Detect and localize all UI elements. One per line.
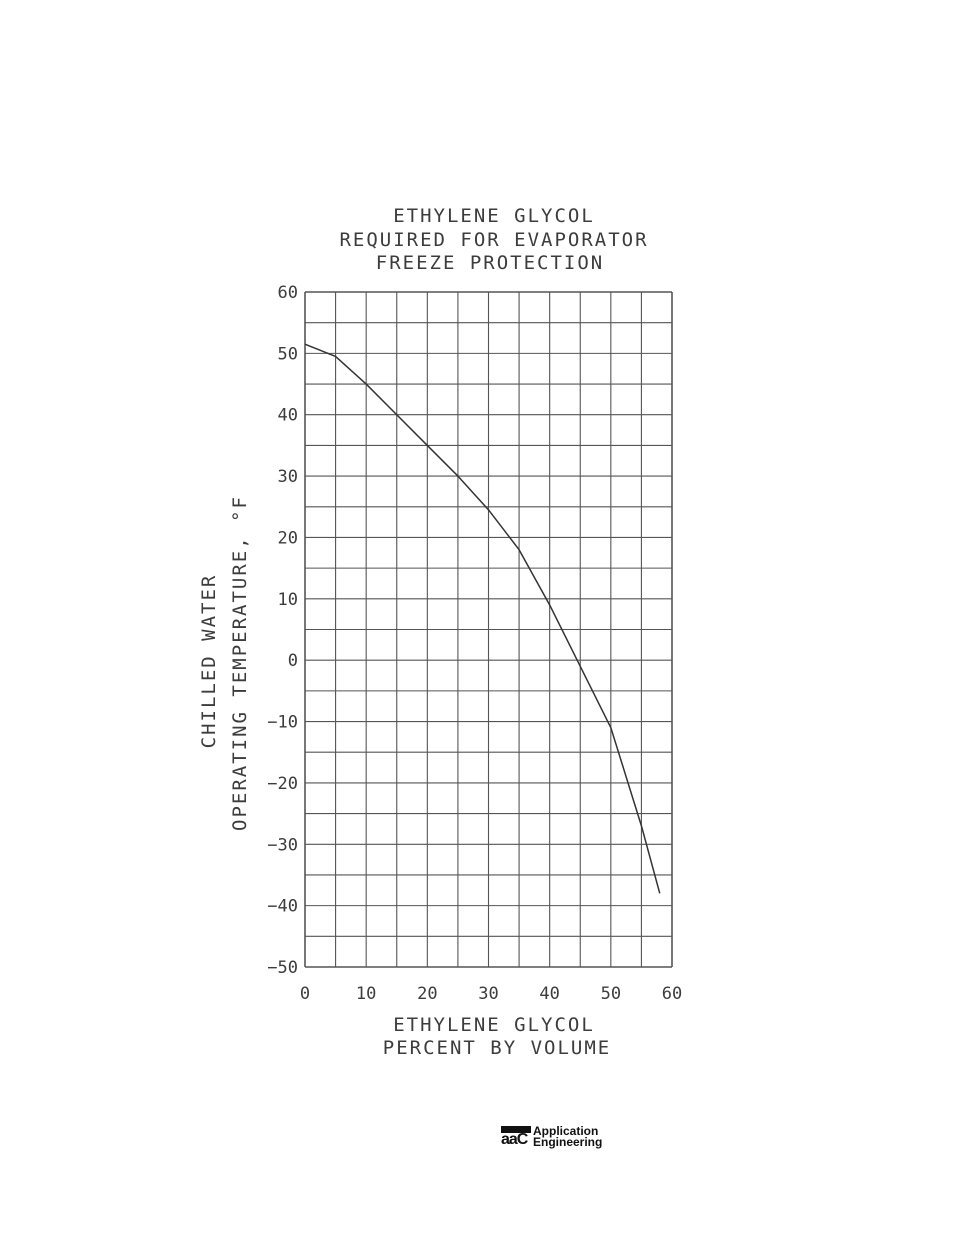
aec-logo-icon: aaC [501,1126,531,1148]
x-axis-label-line-2: PERCENT BY VOLUME [383,1037,611,1059]
x-tick-labels: 0 10 20 30 40 50 60 [300,984,682,1004]
x-tick-label: 60 [662,984,682,1004]
y-tick-label: −10 [267,713,298,733]
y-tick-label: 20 [278,528,298,548]
chart-title-line-3: FREEZE PROTECTION [376,252,604,274]
x-tick-label: 50 [601,984,621,1004]
logo-bar [501,1126,531,1133]
y-tick-label: 60 [278,283,298,303]
y-tick-label: −30 [267,835,298,855]
y-tick-label: −20 [267,774,298,794]
y-tick-label: −50 [267,958,298,978]
y-axis-label-line-2: OPERATING TEMPERATURE, °F [229,495,251,831]
y-tick-label: −40 [267,897,298,917]
chart-title-line-2: REQUIRED FOR EVAPORATOR [339,229,648,251]
chart-title-line-1: ETHYLENE GLYCOL [393,205,595,227]
y-tick-label: 40 [278,406,298,426]
x-axis-label: ETHYLENE GLYCOL PERCENT BY VOLUME [383,1014,611,1059]
chart-title: ETHYLENE GLYCOL REQUIRED FOR EVAPORATOR … [339,205,648,274]
y-axis-label-line-1: CHILLED WATER [198,574,220,749]
logo-text-line-1: Application [533,1124,599,1138]
application-engineering-logo: aaC Application Engineering [501,1124,603,1149]
x-tick-label: 10 [356,984,376,1004]
x-tick-label: 0 [300,984,310,1004]
x-tick-label: 40 [539,984,559,1004]
y-axis-label: CHILLED WATER OPERATING TEMPERATURE, °F [198,495,251,831]
glycol-curve [304,343,661,894]
logo-mark-letters: aaC [501,1131,528,1148]
series-lines [304,343,661,894]
y-tick-label: 10 [278,590,298,610]
y-tick-labels: 60 50 40 30 20 10 0 −10 −20 −30 −40 −50 [267,283,298,978]
plot-grid [304,291,673,968]
x-tick-label: 20 [417,984,437,1004]
logo-text-line-2: Engineering [533,1135,603,1149]
x-axis-label-line-1: ETHYLENE GLYCOL [393,1014,595,1036]
x-tick-label: 30 [478,984,498,1004]
y-tick-label: 0 [288,651,298,671]
y-tick-label: 30 [278,467,298,487]
logo-text: Application Engineering [533,1124,603,1149]
y-tick-label: 50 [278,344,298,364]
